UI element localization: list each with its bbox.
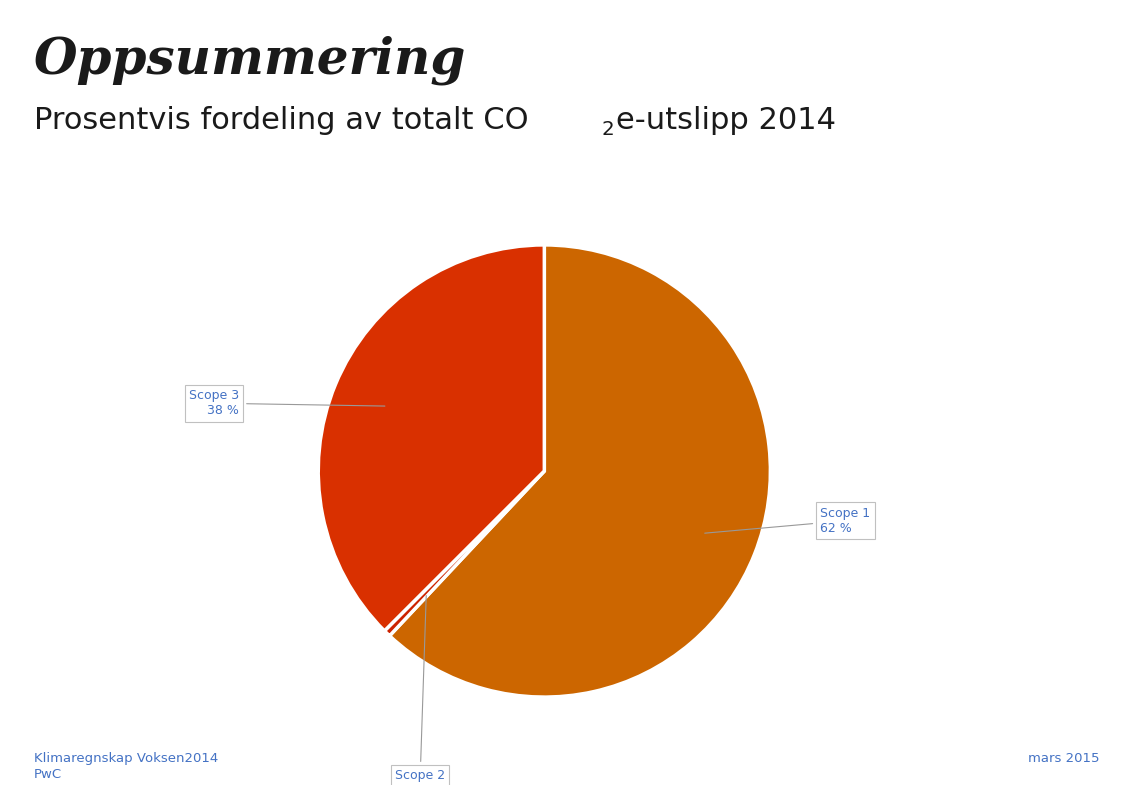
Text: Oppsummering: Oppsummering xyxy=(34,35,466,85)
Text: e-utslipp 2014: e-utslipp 2014 xyxy=(616,106,836,135)
Wedge shape xyxy=(319,245,544,631)
Wedge shape xyxy=(384,471,544,636)
Text: Scope 1
62 %: Scope 1 62 % xyxy=(704,507,870,535)
Text: mars 2015: mars 2015 xyxy=(1029,752,1100,765)
Text: Prosentvis fordeling av totalt CO: Prosentvis fordeling av totalt CO xyxy=(34,106,528,135)
Text: Scope 2
0 %: Scope 2 0 % xyxy=(395,596,445,785)
Text: 2: 2 xyxy=(601,120,615,139)
Text: Klimaregnskap Voksen2014: Klimaregnskap Voksen2014 xyxy=(34,752,218,765)
Text: Scope 3
38 %: Scope 3 38 % xyxy=(189,389,384,417)
Text: PwC: PwC xyxy=(34,768,62,781)
Wedge shape xyxy=(390,245,770,697)
